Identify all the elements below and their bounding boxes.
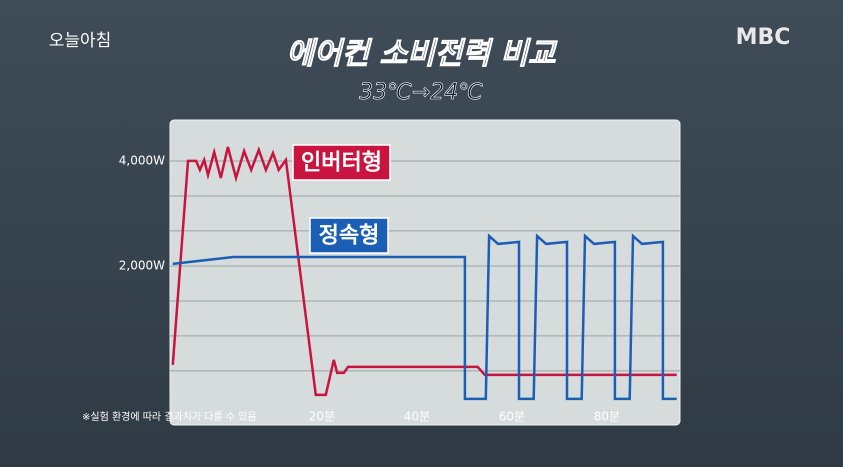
legend-swatch bbox=[309, 217, 389, 254]
note: ※실험 환경에 따라 결과치가 다를 수 있음 bbox=[82, 410, 257, 423]
legend-label: 인버터형 bbox=[301, 151, 382, 176]
logo: 오늘아침 bbox=[49, 31, 112, 51]
broadcaster: MBC bbox=[736, 25, 791, 50]
plot-panel bbox=[169, 119, 681, 426]
chart-subtitle: 33℃→24℃ bbox=[359, 80, 483, 105]
x-tick-label: 20분 bbox=[309, 410, 335, 424]
series-line bbox=[172, 233, 677, 401]
y-tick-label: 2,000W bbox=[119, 258, 165, 272]
y-tick-label: 4,000W bbox=[119, 153, 165, 167]
series-line bbox=[171, 146, 677, 397]
legend-label: 정속형 bbox=[319, 224, 380, 249]
legend-swatch bbox=[292, 144, 391, 181]
x-tick-label: 80분 bbox=[594, 410, 620, 424]
chart-title: 에어컨 소비전력 비교 bbox=[286, 37, 558, 72]
x-tick-label: 40분 bbox=[404, 410, 430, 424]
x-tick-label: 60분 bbox=[499, 410, 525, 424]
